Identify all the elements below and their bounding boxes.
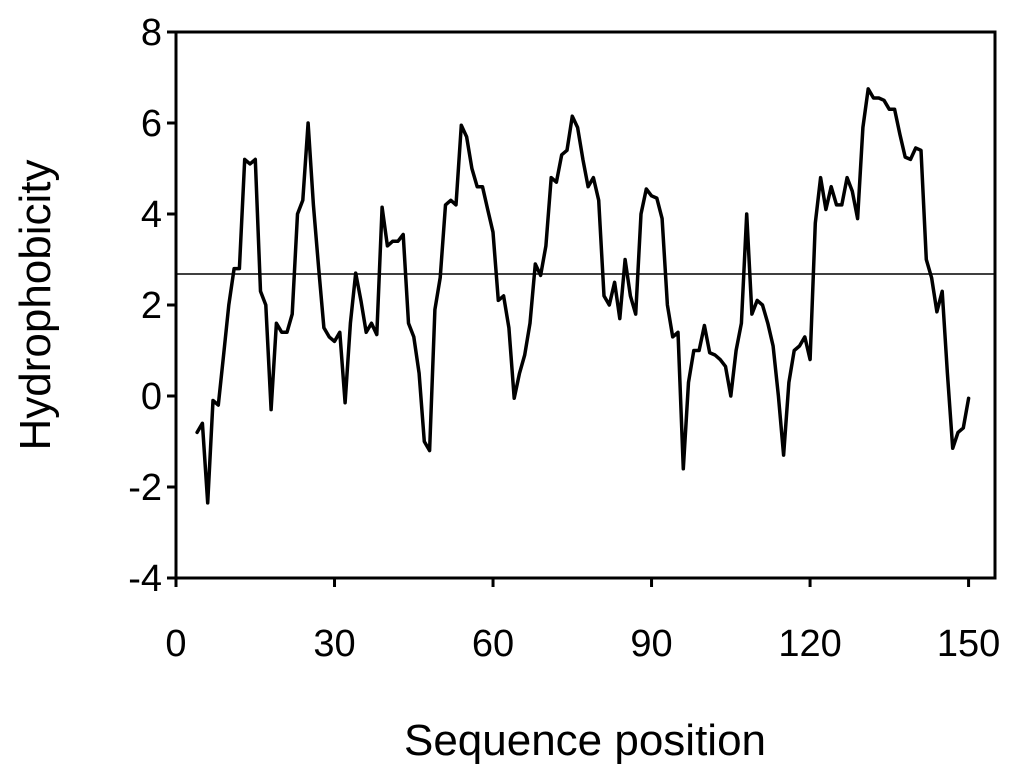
- y-tick-label: 6: [141, 103, 162, 145]
- y-tick-label: 2: [141, 285, 162, 327]
- x-axis-title: Sequence position: [404, 716, 766, 765]
- y-tick-label: 8: [141, 12, 162, 54]
- x-tick-label: 150: [937, 623, 1000, 665]
- y-tick-label: 4: [141, 194, 162, 236]
- y-axis-title: Hydrophobicity: [11, 159, 60, 450]
- x-tick-label: 60: [472, 623, 514, 665]
- x-tick-label: 120: [778, 623, 841, 665]
- x-tick-label: 90: [630, 623, 672, 665]
- data-line: [195, 87, 971, 505]
- y-tick-label: 0: [141, 376, 162, 418]
- x-tick-label: 30: [313, 623, 355, 665]
- y-tick-label: -2: [128, 467, 162, 509]
- y-tick-label: -4: [128, 558, 162, 600]
- x-tick-label: 0: [165, 623, 186, 665]
- plot-frame: [174, 30, 997, 580]
